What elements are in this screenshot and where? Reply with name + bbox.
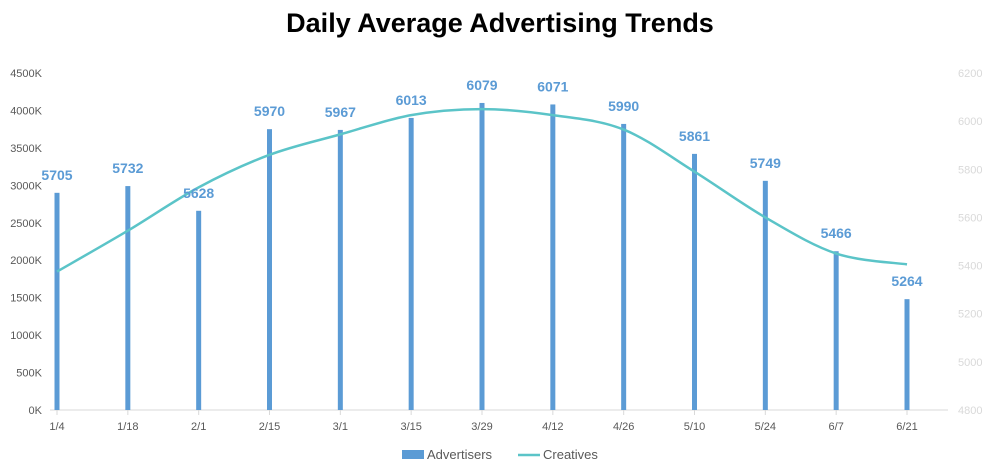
- data-label: 6079: [466, 77, 497, 93]
- bar-advertisers: [196, 210, 202, 410]
- x-tick-label: 5/24: [755, 421, 776, 433]
- legend-swatch-advertisers: [402, 450, 424, 459]
- y-left-tick-label: 500K: [16, 368, 42, 380]
- bar-advertisers: [337, 129, 343, 410]
- bar-advertisers: [125, 186, 131, 410]
- y-left-tick-label: 1500K: [10, 293, 42, 305]
- x-tick-label: 2/15: [259, 421, 280, 433]
- x-tick-label: 2/1: [191, 421, 206, 433]
- y-right-tick-label: 4800: [958, 405, 982, 417]
- x-tick-label: 4/12: [542, 421, 563, 433]
- data-label: 5861: [679, 128, 710, 144]
- y-left-tick-label: 1000K: [10, 330, 42, 342]
- data-label: 6071: [537, 78, 568, 94]
- y-left-tick-label: 4000K: [10, 105, 42, 117]
- chart-title: Daily Average Advertising Trends: [286, 8, 714, 38]
- x-tick-label: 3/15: [400, 421, 421, 433]
- x-tick-label: 3/1: [333, 421, 348, 433]
- y-right-tick-label: 5400: [958, 261, 982, 273]
- data-label: 5466: [821, 225, 852, 241]
- x-tick-label: 4/26: [613, 421, 634, 433]
- legend-label-creatives: Creatives: [543, 447, 598, 462]
- line-creatives: [56, 107, 908, 273]
- data-label: 5749: [750, 155, 781, 171]
- y-right-tick-label: 5800: [958, 164, 982, 176]
- y-left-tick-label: 2000K: [10, 255, 42, 267]
- data-label: 5628: [183, 185, 214, 201]
- bar-advertisers: [762, 180, 768, 410]
- y-left-tick-label: 0K: [29, 405, 43, 417]
- x-tick-label: 6/21: [896, 421, 917, 433]
- bar-advertisers: [904, 299, 910, 410]
- data-label: 5967: [325, 104, 356, 120]
- bar-advertisers: [479, 102, 485, 410]
- bar-advertisers: [408, 117, 414, 410]
- legend-label-advertisers: Advertisers: [427, 447, 493, 462]
- y-right-tick-label: 5600: [958, 212, 982, 224]
- y-left-tick-label: 4500K: [10, 68, 42, 80]
- x-tick-label: 5/10: [684, 421, 705, 433]
- data-label: 5970: [254, 103, 285, 119]
- data-label: 5705: [41, 167, 72, 183]
- bar-advertisers: [833, 251, 839, 410]
- bar-advertisers: [621, 123, 627, 411]
- data-label: 5264: [891, 273, 922, 289]
- x-tick-label: 3/29: [471, 421, 492, 433]
- bar-advertisers: [550, 104, 556, 410]
- bar-advertisers: [267, 129, 272, 410]
- y-right-tick-label: 6200: [958, 68, 982, 80]
- bar-advertisers: [54, 192, 60, 410]
- y-left-tick-label: 2500K: [10, 218, 42, 230]
- y-left-tick-label: 3000K: [10, 180, 42, 192]
- bar-advertisers: [692, 153, 697, 410]
- data-label: 6013: [396, 92, 427, 108]
- x-tick-label: 1/4: [49, 421, 64, 433]
- y-right-tick-label: 5200: [958, 309, 982, 321]
- data-label: 5732: [112, 160, 143, 176]
- y-right-tick-label: 6000: [958, 116, 982, 128]
- y-left-tick-label: 3500K: [10, 143, 42, 155]
- x-tick-label: 6/7: [829, 421, 844, 433]
- y-right-tick-label: 5000: [958, 357, 982, 369]
- data-label: 5990: [608, 98, 639, 114]
- x-tick-label: 1/18: [117, 421, 138, 433]
